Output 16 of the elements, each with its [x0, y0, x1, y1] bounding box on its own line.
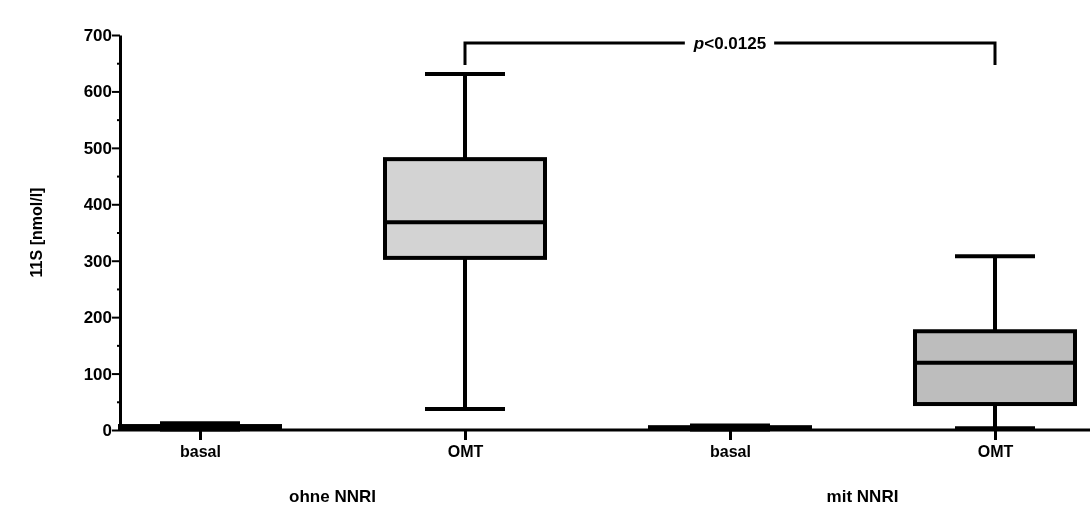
x-tick-label: OMT	[447, 443, 484, 461]
y-tick-label: 200	[83, 308, 112, 328]
y-tick-label: 0	[102, 420, 112, 440]
x-tick-label: basal	[180, 443, 221, 461]
y-tick-label: 300	[83, 251, 112, 271]
y-tick-label: 600	[83, 82, 112, 102]
y-tick-label: 400	[83, 195, 112, 215]
y-axis-title: 11S [nmol/l]	[28, 187, 45, 278]
x-tick-label: OMT	[977, 443, 1014, 461]
text: ohne NNRI	[289, 487, 376, 506]
y-tick-label: 500	[83, 138, 112, 158]
annotation: p<0.0125	[692, 34, 767, 53]
text: mit NNRI	[826, 487, 899, 506]
x-tick-label: basal	[710, 443, 751, 461]
y-tick-label: 700	[83, 25, 112, 45]
y-tick-label: 100	[83, 364, 112, 384]
